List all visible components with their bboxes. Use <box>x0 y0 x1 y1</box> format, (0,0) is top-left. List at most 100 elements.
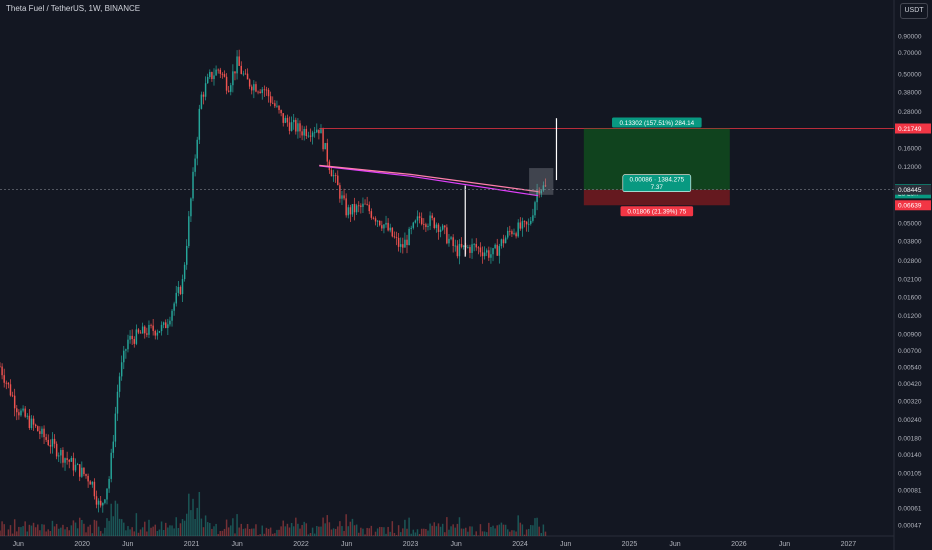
loss-zone <box>583 189 730 206</box>
candle-body <box>435 224 438 228</box>
candle-body <box>532 215 534 221</box>
candle-body <box>22 408 24 411</box>
volume-bar <box>504 524 507 536</box>
volume-bar <box>47 529 49 536</box>
volume-bar <box>194 518 196 536</box>
candle-body <box>236 56 238 74</box>
candle-body <box>185 245 188 265</box>
candle-body <box>173 303 175 311</box>
volume-bar <box>53 526 56 536</box>
candle-body <box>120 362 123 377</box>
candle-body <box>521 221 524 229</box>
volume-bar <box>76 528 79 536</box>
candle-body <box>240 65 243 74</box>
candle-body <box>339 185 341 199</box>
candle-body <box>97 500 100 505</box>
volume-bar <box>366 527 368 536</box>
x-tick-label: 2025 <box>622 541 638 548</box>
candle-body <box>104 499 106 503</box>
volume-bar <box>169 525 171 536</box>
volume-bar <box>282 520 284 536</box>
candle-body <box>160 324 163 332</box>
candle-body <box>274 103 276 107</box>
volume-bar <box>444 532 446 536</box>
candle-body <box>469 247 471 253</box>
center-label-line1: 0.00086 · 1384.275 <box>630 177 685 184</box>
candle-body <box>467 247 469 248</box>
candle-body <box>395 237 398 238</box>
candle-body <box>95 496 98 505</box>
candle-body <box>144 326 146 334</box>
volume-bar <box>376 528 379 536</box>
candle-body <box>179 286 182 295</box>
volume-bar <box>351 518 354 536</box>
y-tick-label: 0.70000 <box>898 50 922 57</box>
volume-bar <box>181 519 184 536</box>
volume-bar <box>433 522 436 536</box>
volume-bar <box>129 529 131 536</box>
candle-body <box>148 324 150 335</box>
y-tick-label: 0.28000 <box>898 109 922 116</box>
volume-bar <box>58 528 60 536</box>
candle-body <box>527 223 530 225</box>
volume-bar <box>112 516 115 536</box>
candle-body <box>399 244 402 247</box>
candle-body <box>146 333 148 335</box>
volume-bar <box>511 530 513 536</box>
candle-body <box>538 190 540 194</box>
volume-bar <box>301 525 303 536</box>
volume-bar <box>26 531 29 536</box>
volume-bar <box>213 526 215 536</box>
candle-body <box>131 335 133 340</box>
candle-body <box>49 445 52 447</box>
x-tick-label: 2020 <box>74 541 90 548</box>
candle-body <box>154 330 156 336</box>
volume-bar <box>311 527 314 536</box>
volume-bar <box>3 524 5 536</box>
currency-button[interactable]: USDT <box>900 3 928 19</box>
volume-bar <box>123 522 125 536</box>
volume-bar <box>236 514 238 536</box>
candle-body <box>446 227 448 244</box>
volume-bar <box>467 531 469 536</box>
candle-body <box>406 239 408 246</box>
candle-body <box>68 459 70 462</box>
x-tick-label: Jun <box>450 541 461 548</box>
candle-body <box>500 239 503 247</box>
candle-body <box>370 211 373 218</box>
volume-bar <box>91 533 94 536</box>
volume-bar <box>299 528 301 536</box>
volume-bar <box>305 523 308 536</box>
volume-bar <box>223 528 226 536</box>
volume-bar <box>318 526 320 536</box>
volume-bar <box>347 526 349 536</box>
volume-bar <box>74 522 77 536</box>
volume-bar <box>30 525 33 536</box>
candle-body <box>133 339 136 344</box>
candle-body <box>347 207 349 216</box>
volume-bar <box>316 526 318 536</box>
candle-body <box>70 457 73 462</box>
y-tick-label: 0.90000 <box>898 34 922 41</box>
volume-bar <box>437 523 440 536</box>
candle-body <box>460 243 463 247</box>
volume-bar <box>242 528 245 536</box>
volume-bar <box>99 531 102 536</box>
volume-bar <box>513 530 515 536</box>
volume-bar <box>446 517 448 536</box>
candle-body <box>234 71 236 74</box>
volume-bar <box>221 530 224 536</box>
candle-body <box>364 203 366 205</box>
volume-bar <box>399 532 402 536</box>
candle-body <box>278 105 280 111</box>
candle-body <box>13 395 16 409</box>
candle-body <box>378 220 381 226</box>
candle-body <box>152 325 154 331</box>
volume-bar <box>72 520 75 536</box>
y-tick-label: 0.16000 <box>898 145 922 152</box>
volume-bar <box>334 528 337 536</box>
y-tick-label: 0.00320 <box>898 398 922 405</box>
candle-body <box>444 225 446 228</box>
volume-bar <box>519 522 522 536</box>
